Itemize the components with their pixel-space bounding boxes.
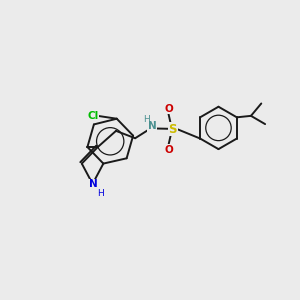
Text: N: N	[148, 122, 157, 131]
Text: H: H	[143, 115, 150, 124]
Text: O: O	[164, 104, 173, 114]
Text: O: O	[164, 145, 173, 155]
Text: H: H	[97, 189, 104, 198]
Text: S: S	[169, 123, 177, 136]
Text: Cl: Cl	[87, 111, 98, 121]
Text: N: N	[89, 179, 98, 190]
